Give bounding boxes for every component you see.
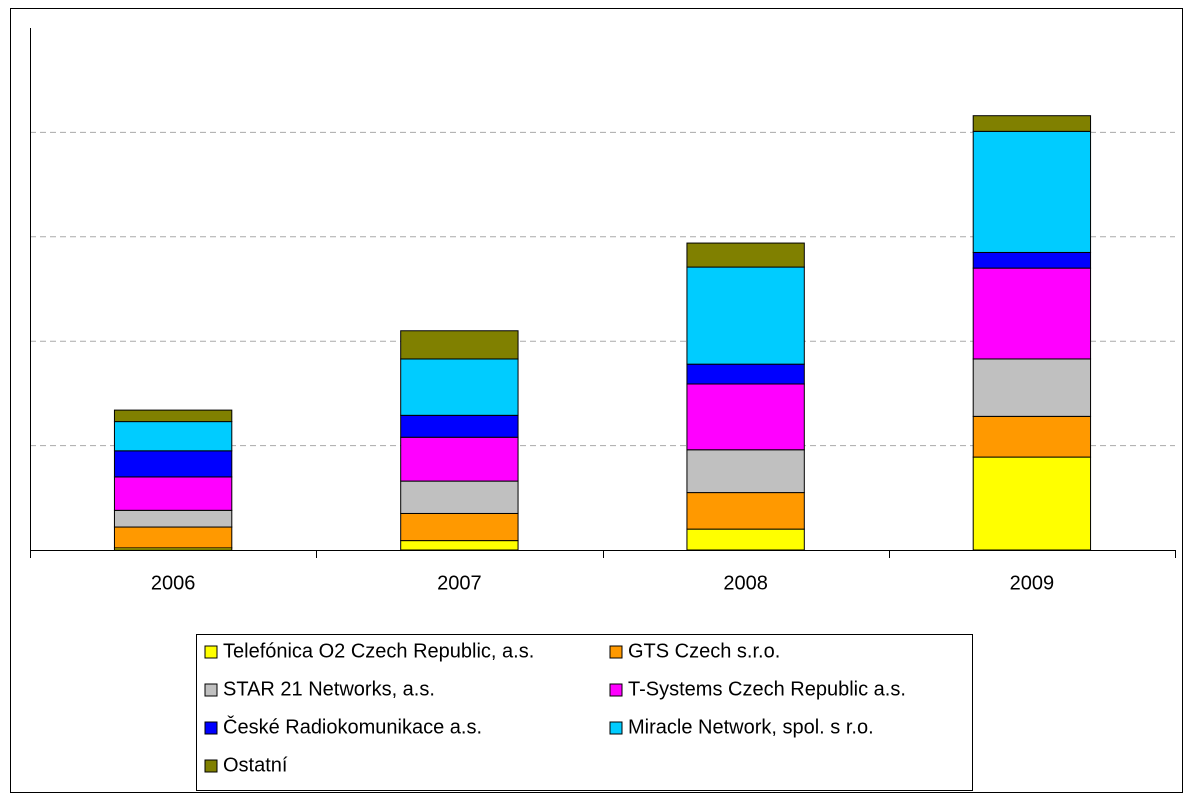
bar-segment bbox=[972, 415, 1092, 458]
legend-label: Telefónica O2 Czech Republic, a.s. bbox=[223, 640, 534, 662]
bar-segment bbox=[113, 450, 233, 478]
legend-label: Ostatní bbox=[223, 754, 288, 776]
bar-segment bbox=[972, 130, 1092, 253]
legend-label: GTS Czech s.r.o. bbox=[628, 640, 780, 662]
bar-segment bbox=[686, 449, 805, 494]
legend-box bbox=[196, 634, 973, 791]
bar-segment bbox=[686, 363, 805, 385]
legend-swatch bbox=[204, 645, 218, 659]
bar-segment bbox=[113, 421, 233, 452]
legend-label: České Radiokomunikace a.s. bbox=[223, 715, 482, 738]
bar-segment bbox=[113, 509, 233, 528]
legend-swatch bbox=[609, 683, 623, 697]
bar-segment bbox=[972, 251, 1092, 269]
bar-segment bbox=[400, 436, 519, 482]
bar-segment bbox=[400, 414, 519, 438]
x-tick-label: 2008 bbox=[723, 572, 768, 594]
bar-segment bbox=[686, 528, 805, 551]
bar-segment bbox=[113, 476, 233, 511]
bar-segment bbox=[400, 540, 519, 551]
bar-segment bbox=[972, 267, 1092, 360]
bar-segment bbox=[972, 115, 1092, 132]
bar-segment bbox=[400, 480, 519, 514]
bar-segment bbox=[113, 526, 233, 549]
bar-segment bbox=[686, 266, 805, 365]
bar-segment bbox=[972, 358, 1092, 417]
legend-swatch bbox=[204, 683, 218, 697]
legend-label: STAR 21 Networks, a.s. bbox=[223, 678, 435, 700]
legend-swatch bbox=[609, 721, 623, 735]
bar-segment bbox=[686, 242, 805, 268]
bar-segment bbox=[972, 456, 1092, 551]
legend-label: T-Systems Czech Republic a.s. bbox=[628, 678, 906, 700]
bar-segment bbox=[400, 358, 519, 416]
legend-label: Miracle Network, spol. s r.o. bbox=[628, 716, 874, 738]
bar-segment bbox=[686, 383, 805, 451]
bar-segment bbox=[400, 330, 519, 360]
bar-segment bbox=[113, 409, 233, 423]
x-tick-label: 2006 bbox=[151, 572, 196, 594]
bar-segment bbox=[686, 492, 805, 530]
x-tick-label: 2009 bbox=[1010, 572, 1055, 594]
legend-swatch bbox=[204, 721, 218, 735]
x-tick-label: 2007 bbox=[437, 572, 482, 594]
legend-swatch bbox=[204, 759, 218, 773]
bar-segment bbox=[400, 512, 519, 542]
legend-swatch bbox=[609, 645, 623, 659]
